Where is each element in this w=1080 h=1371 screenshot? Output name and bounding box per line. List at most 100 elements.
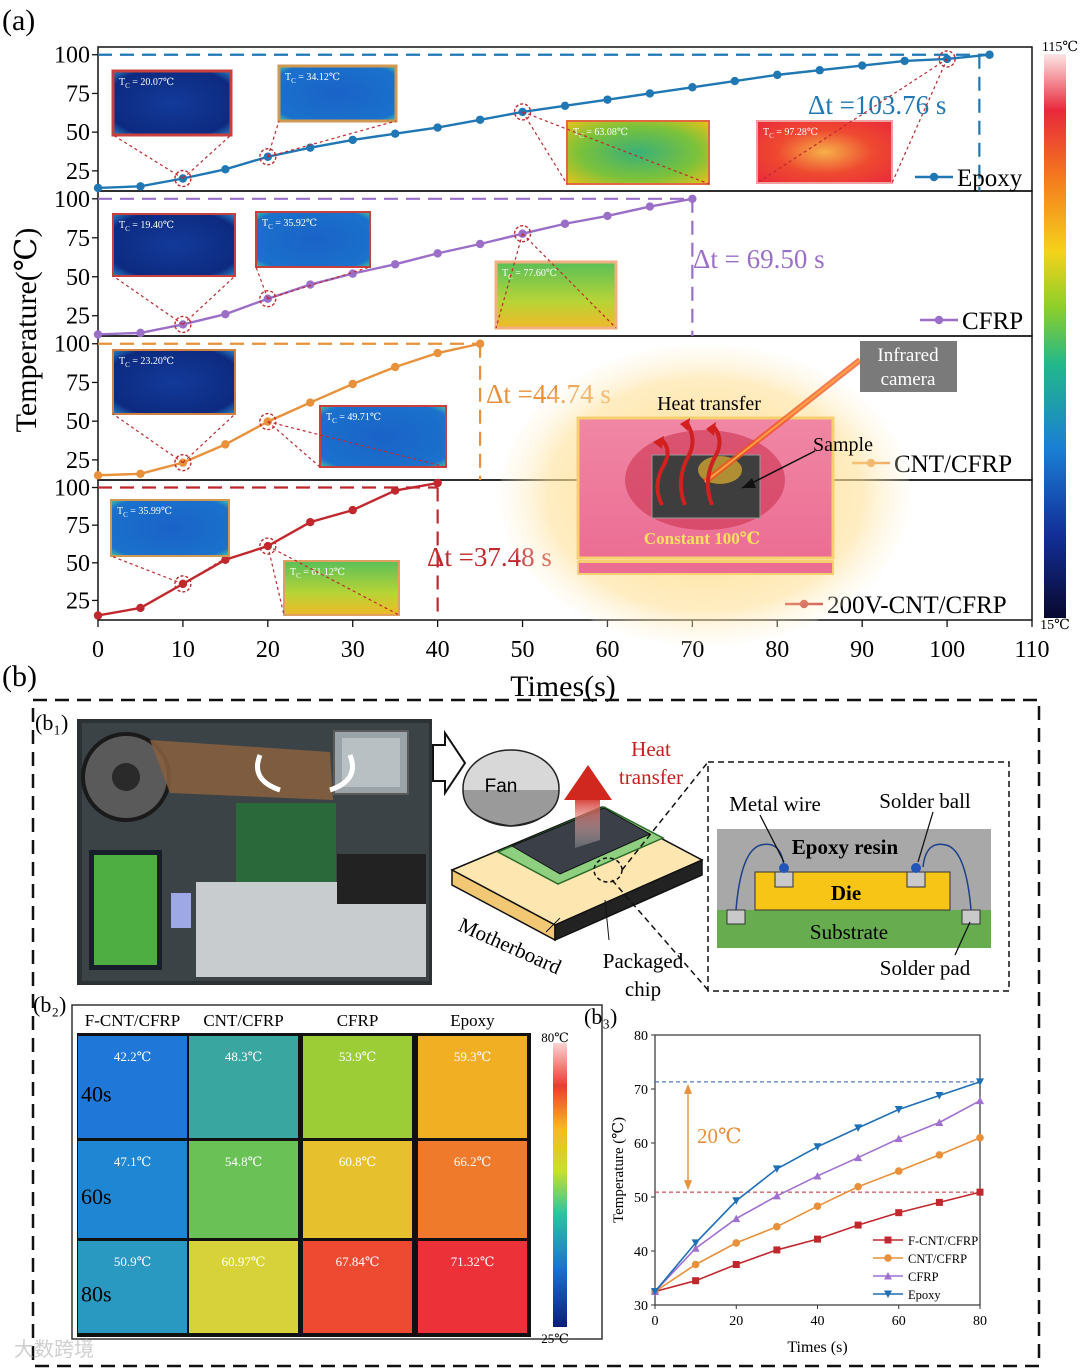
data-point [93,471,103,480]
data-point [390,129,400,138]
b3-data-point [935,1118,944,1126]
data-point [390,260,400,269]
b3-data-point [692,1277,700,1285]
thermal-image-cfrp-10s [112,213,236,277]
b3-y-tick-label: 80 [634,1029,648,1044]
delta-t-label-CFRP: Δt = 69.50 s [693,244,825,274]
chip-illustration [450,749,709,991]
b2-thermal-cell [418,1141,527,1238]
substrate-label: Substrate [810,920,888,944]
b2-thermal-cell [78,1241,187,1333]
b3-data-point [773,1222,781,1231]
b3-y-tick-label: 50 [634,1191,648,1206]
y-tick-label: 50 [66,409,90,435]
panel-a-x-axis-label: Times(s) [510,670,616,703]
solder-pad-label: Solder pad [880,956,971,980]
x-tick-label: 40 [426,637,450,663]
data-point [773,70,782,80]
b3-data-point [894,1134,903,1143]
b3-x-tick-label: 20 [729,1314,743,1329]
data-point [603,211,612,221]
b3-data-point [976,1096,984,1105]
data-point [645,202,655,211]
thermal-temperature-label: TC = 34.12℃ [285,72,340,85]
data-point [348,135,357,145]
b3-y-tick-label: 60 [634,1137,648,1152]
b3-data-point [732,1239,741,1247]
b2-cell-temperature: 60.97℃ [222,1254,266,1269]
epoxy-resin-label: Epoxy resin [792,835,899,859]
inset-camera-label-box [860,341,957,392]
connector-line [267,120,397,158]
highlight-circle [259,537,277,555]
x-tick-label: 80 [765,637,789,663]
die-label: Die [831,881,861,905]
data-point [815,66,824,75]
x-tick-label: 60 [595,637,619,663]
highlight-circle [513,103,532,121]
b2-column-header: CFRP [337,1011,379,1030]
b3-legend-marker [884,1290,892,1298]
b2-thermal-cell [303,1141,412,1238]
connector-line [267,120,280,157]
b2-cell-temperature: 48.3℃ [225,1049,262,1064]
panel-b2-colorbar-min: 25℃ [541,1331,569,1346]
b3-data-point [854,1221,862,1229]
y-tick-label: 50 [66,265,90,291]
fan-label: Fan [485,776,518,797]
data-point [306,398,315,407]
delta-t-label-Epoxy: Δt =103.76 s [808,90,946,120]
data-point [136,603,145,613]
connector-line [112,413,184,464]
data-point [263,417,273,426]
data-point [688,194,697,203]
heat-transfer-label-1: Heat [631,737,671,761]
data-point [730,76,740,86]
y-tick-label: 75 [66,81,90,107]
packaged-chip-label-1: Packaged [603,949,684,973]
panel-b2-thermal-grid: F-CNT/CFRP CNT/CFRP CFRP Epoxy 42.2℃ 48.3℃ 53.… [77,1011,531,1337]
y-tick-label: 75 [66,226,90,252]
panel-a-colorbar [1044,54,1066,618]
b2-cell-temperature: 67.84℃ [336,1254,380,1269]
panel-label-b1: (b₁) [35,710,68,735]
panel-label-b2: (b₂) [33,992,66,1017]
panel-a-connectors [110,58,948,616]
y-tick-label: 100 [54,332,90,358]
b2-row-label: 80s [81,1282,112,1307]
data-point [475,339,485,348]
connector-line [522,233,617,329]
data-point [390,362,400,372]
b2-column-header: F-CNT/CFRP [85,1011,180,1030]
data-point [221,165,230,174]
b2-thermal-cell [78,1036,187,1138]
data-point [221,555,230,564]
b3-data-point [732,1197,741,1205]
b2-cell-temperature: 53.9℃ [339,1049,376,1064]
b3-data-point [854,1182,862,1191]
thermal-image-epoxy-20s [277,64,398,123]
b2-thermal-cell [303,1036,412,1138]
thermal-temperature-label: TC = 23.20℃ [119,356,174,369]
thermal-image-cfrp-20s [255,211,371,268]
b2-cell-temperature: 71.32℃ [451,1254,495,1269]
b3-legend-label: Epoxy [908,1288,941,1302]
watermark: 大数跨境 [14,1338,94,1361]
b3-legend-marker [884,1254,892,1262]
data-point [348,505,357,515]
thermal-image-200v-20s [283,560,400,616]
b3-data-point [895,1209,903,1217]
b3-data-point [894,1106,903,1114]
y-tick-label: 50 [66,551,90,577]
b3-data-point [935,1091,944,1100]
b3-legend-marker [884,1236,892,1244]
x-tick-label: 110 [1014,637,1049,663]
panel-a-thermal-images [110,64,893,616]
b3-series-line-CNT/CFRP [654,1137,981,1293]
b3-data-point [813,1171,822,1180]
panel-a-colorbar-min: 15℃ [1040,618,1070,633]
b3-data-point [772,1191,781,1200]
b3-diff-arrow-head-bottom [684,1180,692,1191]
legend-label-200V-CNT/CFRP: 200V-CNT/CFRP [827,592,1007,619]
